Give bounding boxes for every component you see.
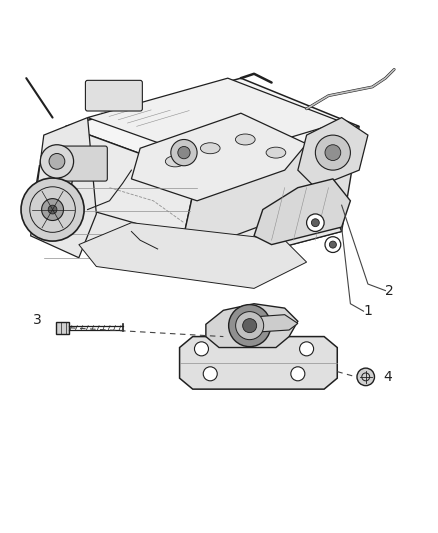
Polygon shape bbox=[31, 118, 96, 258]
Polygon shape bbox=[254, 179, 350, 245]
Circle shape bbox=[311, 219, 319, 227]
Polygon shape bbox=[79, 223, 307, 288]
Circle shape bbox=[178, 147, 190, 159]
Circle shape bbox=[171, 140, 197, 166]
Circle shape bbox=[42, 199, 64, 221]
Circle shape bbox=[203, 367, 217, 381]
Circle shape bbox=[243, 319, 257, 333]
Ellipse shape bbox=[200, 143, 220, 154]
Polygon shape bbox=[254, 314, 298, 332]
Circle shape bbox=[357, 368, 374, 386]
FancyBboxPatch shape bbox=[85, 80, 142, 111]
Polygon shape bbox=[66, 78, 359, 174]
Circle shape bbox=[315, 135, 350, 170]
Text: 1: 1 bbox=[364, 304, 372, 318]
Circle shape bbox=[49, 154, 65, 169]
Circle shape bbox=[300, 342, 314, 356]
Text: 3: 3 bbox=[33, 313, 42, 327]
Circle shape bbox=[194, 342, 208, 356]
Circle shape bbox=[291, 367, 305, 381]
Circle shape bbox=[21, 178, 84, 241]
Ellipse shape bbox=[236, 134, 255, 145]
Circle shape bbox=[40, 145, 74, 178]
Polygon shape bbox=[206, 304, 298, 348]
Ellipse shape bbox=[266, 147, 286, 158]
Circle shape bbox=[48, 205, 57, 214]
Polygon shape bbox=[131, 113, 307, 201]
FancyBboxPatch shape bbox=[59, 146, 107, 181]
FancyBboxPatch shape bbox=[56, 322, 69, 334]
Polygon shape bbox=[175, 126, 359, 275]
Polygon shape bbox=[44, 126, 197, 275]
Polygon shape bbox=[44, 201, 342, 275]
Polygon shape bbox=[180, 336, 337, 389]
Circle shape bbox=[325, 145, 341, 160]
Ellipse shape bbox=[166, 156, 185, 167]
Polygon shape bbox=[298, 118, 368, 188]
Circle shape bbox=[325, 237, 341, 253]
Circle shape bbox=[329, 241, 336, 248]
Text: 4: 4 bbox=[383, 370, 392, 384]
Polygon shape bbox=[88, 78, 342, 161]
Circle shape bbox=[229, 304, 271, 346]
Text: 2: 2 bbox=[385, 284, 394, 297]
Circle shape bbox=[307, 214, 324, 231]
Circle shape bbox=[236, 312, 264, 340]
